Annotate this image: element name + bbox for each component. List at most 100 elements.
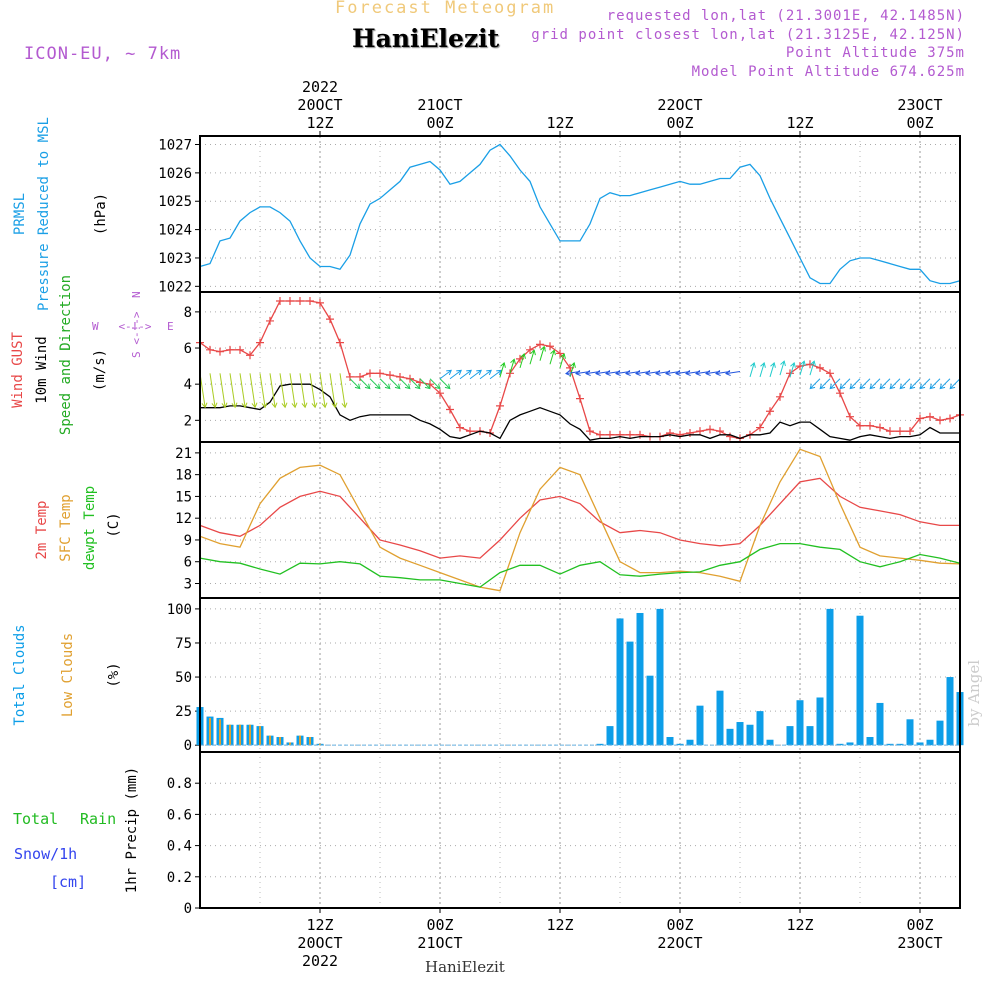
- wind-arrow: [559, 353, 565, 369]
- wind-arrowhead: [520, 352, 526, 359]
- wind-arrowhead: [655, 370, 661, 376]
- gust-marker: [616, 430, 624, 439]
- wind-arrowhead: [570, 362, 576, 368]
- gust-marker: [536, 340, 544, 349]
- gust-marker: [916, 414, 924, 423]
- wind-arrow: [389, 378, 401, 389]
- wind-arrowhead: [790, 362, 796, 368]
- total-clouds-label: Total Clouds: [12, 624, 28, 725]
- wind-arrowhead: [550, 349, 556, 356]
- temperature-panel: 3 6 9 12 15 18 21 2m Temp SFC Temp dewpt Temp (C): [34, 441, 961, 599]
- wind-arrowhead: [705, 370, 711, 376]
- wind-arrow: [439, 378, 451, 389]
- wind-arrowhead: [231, 402, 238, 409]
- total-cloud-bar: [666, 737, 674, 746]
- total-cloud-bar: [696, 705, 704, 746]
- total-cloud-bar: [626, 641, 634, 746]
- wind-arrowhead: [899, 383, 906, 390]
- wind-arrowhead: [201, 402, 208, 409]
- wind-arrow: [749, 362, 755, 378]
- total-cloud-bar: [606, 726, 614, 746]
- wind-arrow: [369, 378, 381, 389]
- gust-marker: [286, 297, 294, 306]
- gust-marker: [696, 427, 704, 436]
- total-cloud-bar: [726, 728, 734, 746]
- total-cloud-bar: [596, 743, 604, 746]
- wind-arrowhead: [919, 383, 926, 390]
- gust-marker: [216, 347, 224, 356]
- low-cloud-bar: [249, 724, 251, 746]
- gust-marker: [706, 425, 714, 434]
- compass-horizontal: <-!->: [118, 320, 151, 333]
- gust-marker: [636, 430, 644, 439]
- clouds-ytick-label: 50: [175, 670, 192, 686]
- total-cloud-bar: [636, 612, 644, 746]
- wind-arrowhead: [241, 402, 248, 409]
- bottom-time-label: 12Z: [306, 916, 333, 934]
- wind-arrowhead: [486, 369, 492, 376]
- pressure-unit: (hPa): [93, 193, 109, 235]
- wind-arrowhead: [540, 345, 546, 352]
- gust-marker: [256, 338, 264, 347]
- wind-arrow: [209, 373, 216, 408]
- gust-marker: [416, 378, 424, 387]
- gust-marker: [866, 421, 874, 430]
- compass-vertical: <-!->: [130, 311, 143, 344]
- wind-arrowhead: [466, 369, 472, 376]
- total-cloud-bar: [896, 743, 904, 746]
- wind-arrow: [839, 378, 851, 389]
- total-cloud-bar: [736, 722, 744, 746]
- wind-arrow: [569, 362, 575, 378]
- wind-arrow: [489, 369, 502, 380]
- prmsl-line: [199, 143, 961, 285]
- wind-arrow: [359, 378, 371, 389]
- low-clouds-label: Low Clouds: [60, 633, 76, 717]
- point-altitude: Point Altitude 375m: [785, 45, 965, 61]
- wind-arrowhead: [496, 369, 502, 376]
- total-cloud-bar: [876, 702, 884, 746]
- gust-marker: [846, 412, 854, 421]
- wind-arrow: [249, 373, 256, 408]
- gust-marker: [876, 423, 884, 432]
- wind-arrowhead: [849, 383, 856, 390]
- precip-panel: 0 0.2 0.4 0.6 0.8 1hr Precip (mm) Total RainSno…: [13, 751, 961, 917]
- wind-arrow: [789, 362, 795, 378]
- total-cloud-bar: [926, 739, 934, 746]
- wind-arrowhead: [211, 402, 218, 409]
- wind-arrow: [519, 353, 525, 369]
- wind-arrow: [319, 373, 326, 408]
- wind-arrow: [529, 350, 535, 365]
- clouds-ytick-label: 25: [175, 704, 192, 720]
- total-cloud-bar: [716, 690, 724, 746]
- wind-arrowhead: [414, 383, 421, 390]
- gust-marker: [456, 423, 464, 432]
- gust-marker: [626, 430, 634, 439]
- wind-arrow: [429, 378, 441, 389]
- wind-arrow: [889, 378, 901, 389]
- bottom-time-label: 20OCT: [297, 934, 342, 952]
- gust-marker: [356, 372, 364, 381]
- gust-marker: [546, 342, 554, 351]
- wind-gust-line: [199, 300, 961, 440]
- clouds-ytick-label: 0: [184, 738, 192, 754]
- top-time-label: 00Z: [426, 114, 453, 132]
- gust-marker: [836, 389, 844, 398]
- wind-arrowhead: [331, 402, 338, 409]
- total-cloud-bar: [816, 697, 824, 746]
- wind-arrowhead: [819, 383, 826, 390]
- wind-arrow: [879, 378, 891, 389]
- bottom-time-label: 00Z: [426, 916, 453, 934]
- wind-arrow: [779, 360, 785, 376]
- wind-arrow: [829, 378, 841, 389]
- wind-arrowhead: [859, 383, 866, 390]
- wind-arrow: [259, 373, 266, 408]
- wind-arrowhead: [605, 370, 611, 376]
- wind-arrowhead: [311, 402, 318, 409]
- temperature-ytick-label: 6: [184, 555, 192, 571]
- model-altitude: Model Point Altitude 674.625m: [691, 64, 965, 80]
- wind-arrowhead: [929, 383, 936, 390]
- gust-marker: [726, 432, 734, 441]
- compass-west: W: [92, 320, 99, 333]
- low-cloud-bar: [229, 724, 231, 746]
